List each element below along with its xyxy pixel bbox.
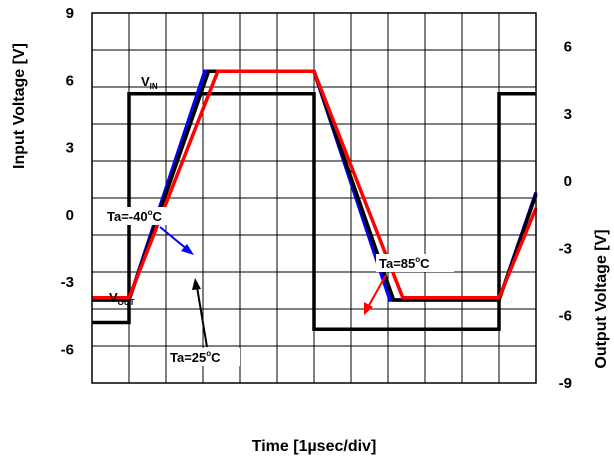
y-tick-label-left: 0 xyxy=(66,207,74,224)
y-tick-label-right: -6 xyxy=(559,308,572,325)
vin-label-main: V xyxy=(141,74,150,89)
vout-label-main: V xyxy=(109,290,118,305)
y-tick-label-left: 3 xyxy=(66,140,74,157)
ta-85-sup: o xyxy=(415,255,420,264)
y-tick-label-right: -3 xyxy=(559,240,572,257)
tick-labels: 9 6 3 0 -3 -6 6 3 0 -3 -6 -9 xyxy=(61,5,572,392)
ta-minus40-prefix: Ta=-40 xyxy=(107,209,148,224)
y-tick-label-left: -3 xyxy=(61,274,74,291)
y-tick-label-right: 6 xyxy=(564,39,572,56)
ta-85-suffix: C xyxy=(420,256,430,271)
series-line-ta-85-c xyxy=(92,69,538,300)
ta-minus40-suffix: C xyxy=(152,209,162,224)
series-line-v-in xyxy=(92,91,536,331)
ta-25-arrow xyxy=(196,286,208,348)
y-tick-label-right: 3 xyxy=(564,106,572,123)
ta-25-label-bg xyxy=(168,348,240,366)
y-tick-label-left: -6 xyxy=(61,341,74,358)
vin-label: VIN xyxy=(141,74,158,91)
y-tick-label-left: 9 xyxy=(66,5,74,22)
ta-25-label: Ta=25oC xyxy=(170,349,221,365)
y-axis-title-right: Output Voltage [V] xyxy=(593,229,610,368)
y-tick-label-right: -9 xyxy=(559,375,572,392)
ta-85-label-bg xyxy=(376,254,454,272)
ta-25-suffix: C xyxy=(211,350,221,365)
ta-85-prefix: Ta=85 xyxy=(379,256,415,271)
vout-label: VOUT xyxy=(109,290,135,307)
y-tick-label-left: 6 xyxy=(66,72,74,89)
plot-frame xyxy=(91,12,537,384)
y-axis-title-left: Input Voltage [V] xyxy=(11,43,28,169)
ta-minus40-label-bg xyxy=(104,207,186,225)
ta-85-label: Ta=85oC xyxy=(379,255,430,271)
vin-label-sub: IN xyxy=(150,82,158,91)
ta-25-prefix: Ta=25 xyxy=(170,350,206,365)
vout-label-sub: OUT xyxy=(118,298,135,307)
ta-minus40-arrowhead xyxy=(181,244,194,255)
ta-85-arrow xyxy=(367,274,387,308)
ta-25-sup: o xyxy=(206,349,211,358)
ta-25-arrowhead xyxy=(192,278,201,290)
ta-minus40-label: Ta=-40oC xyxy=(107,208,162,224)
x-axis-title: Time [1µsec/div] xyxy=(252,438,377,455)
ta-minus40-arrow xyxy=(159,226,189,251)
ta-minus40-sup: o xyxy=(148,208,153,217)
series-lines xyxy=(92,69,538,331)
y-tick-label-right: 0 xyxy=(564,173,572,190)
ta-85-arrowhead xyxy=(364,302,373,315)
